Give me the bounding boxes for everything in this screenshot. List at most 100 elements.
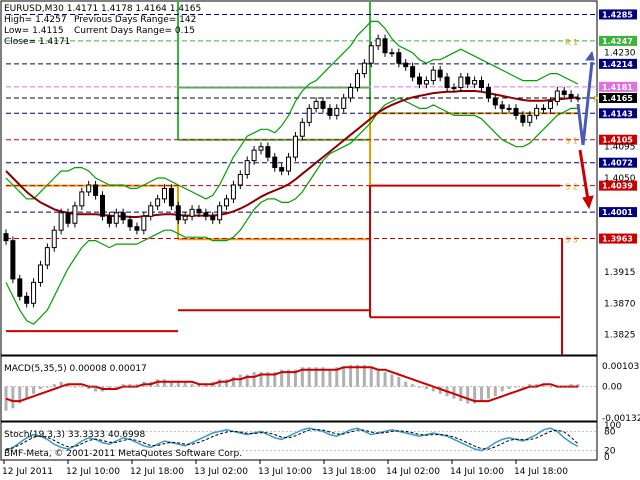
macd-bar [514, 386, 518, 388]
macd-bar [169, 381, 173, 387]
price-label-box-10 [599, 233, 637, 244]
price-label-3: 1.4181 [602, 83, 633, 92]
candle-body [134, 226, 140, 231]
x-label-3: 13 Jul 02:00 [194, 467, 248, 477]
price-window-frame [0, 0, 598, 356]
candle-body [382, 38, 388, 54]
macd-bar [94, 386, 98, 392]
price-tick-5: 1.3825 [604, 331, 636, 341]
candle-body [527, 114, 533, 123]
candle-body [341, 97, 347, 109]
level-marker-3: S 2 [565, 183, 578, 192]
candle-body [113, 212, 119, 224]
macd-bar [307, 367, 311, 387]
candle-body [361, 62, 367, 75]
macd-bar [252, 372, 256, 387]
candle-body [272, 156, 278, 169]
candle-body [499, 104, 505, 109]
candle-body [513, 107, 519, 116]
macd-bar [66, 384, 70, 387]
macd-bar [576, 384, 580, 387]
macd-bar [128, 384, 132, 387]
price-label-box-6 [599, 134, 637, 145]
stoch-label: Stoch(19,3,3) 33.3333 40.6998 [4, 430, 145, 440]
level-marker-1: P [593, 95, 598, 104]
candle-body [465, 76, 471, 85]
macd-signal-line [5, 366, 578, 403]
candle-body [472, 80, 478, 85]
candle-body [306, 107, 312, 123]
candle-body [368, 45, 374, 64]
macd-bar [328, 369, 332, 387]
x-label-1: 12 Jul 10:00 [66, 467, 120, 477]
price-label-8: 1.4039 [602, 182, 633, 191]
bollinger-upper [5, 20, 579, 200]
macd-bar [87, 386, 91, 389]
candle-body [458, 76, 464, 89]
macd-bar [73, 386, 77, 388]
macd-bar [52, 384, 56, 387]
macd-bar [376, 369, 380, 387]
candle-body [437, 69, 443, 78]
price-label-9: 1.4001 [602, 208, 633, 217]
price-label-box-5 [599, 108, 637, 119]
macd-bar [321, 367, 325, 387]
macd-tick-0: 0.00103 [602, 362, 639, 372]
stoch-tick-3: 0 [604, 453, 610, 463]
macd-bar [231, 376, 235, 387]
bollinger-lower [5, 97, 578, 325]
candle-body [348, 87, 354, 99]
level-marker-0: R 1 [565, 38, 578, 47]
candle-body [547, 100, 553, 109]
x-label-6: 14 Jul 02:00 [386, 467, 440, 477]
candle-body [182, 215, 188, 221]
macd-bar [38, 386, 42, 389]
candle-body [237, 174, 243, 186]
price-label-10: 1.3963 [602, 235, 633, 244]
candle-body [451, 87, 457, 90]
x-label-5: 13 Jul 18:00 [322, 467, 376, 477]
macd-bar [135, 384, 139, 387]
candle-body [479, 80, 485, 89]
candle-body [72, 205, 78, 224]
candle-body [37, 264, 43, 283]
candle-body [327, 107, 333, 116]
macd-window-frame [0, 355, 598, 422]
price-tick-0: 1.4230 [604, 49, 636, 59]
arrow-down-head [582, 195, 594, 210]
macd-bar [114, 386, 118, 388]
macd-bar [59, 381, 63, 387]
price-tick-4: 1.3870 [604, 299, 636, 309]
candle-body [168, 187, 174, 207]
candle-body [520, 114, 526, 123]
macd-bar [335, 367, 339, 387]
price-plot: R 1 P S 1 S 2 S 3 [3, 0, 598, 355]
candle-body [292, 135, 298, 158]
candle-body [265, 146, 271, 158]
macd-bar [11, 386, 15, 409]
macd-bar [80, 386, 84, 388]
macd-tick-2: -0.00132 [602, 414, 640, 424]
macd-bar [176, 381, 180, 387]
macd-bar [18, 386, 22, 404]
candle-body [148, 205, 154, 217]
macd-bar [486, 386, 490, 399]
macd-bar [197, 384, 201, 387]
stoch-tick-2: 20 [604, 447, 616, 457]
candle-body [258, 146, 264, 151]
candle-body [561, 90, 567, 95]
candle-body [251, 149, 257, 162]
macd-bar [4, 386, 8, 411]
candle-body [541, 107, 547, 110]
candle-body [31, 281, 37, 304]
macd-bar [390, 374, 394, 387]
x-label-4: 13 Jul 10:00 [258, 467, 312, 477]
candle-body [568, 93, 574, 99]
macd-tick-1: 0.00 [602, 383, 622, 393]
price-tick-2: 1.4050 [604, 174, 636, 184]
macd-bar [500, 386, 504, 392]
macd-bar [225, 379, 229, 387]
macd-bar [431, 386, 435, 392]
